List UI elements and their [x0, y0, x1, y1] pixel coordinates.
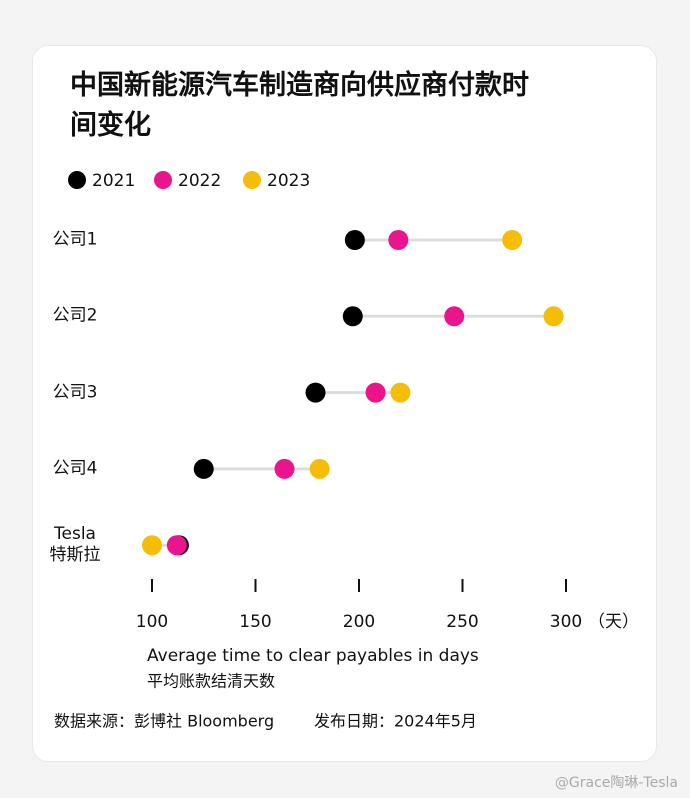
- dot: [142, 535, 162, 556]
- legend-label: 2021: [92, 171, 135, 191]
- date: 发布日期：2024年5月: [314, 712, 477, 731]
- x-tick-label: 300: [550, 612, 582, 632]
- dot: [444, 306, 465, 327]
- chart-title: 中国新能源汽车制造商向供应商付款时间变化: [70, 70, 529, 141]
- category-label: 公司1: [52, 229, 98, 250]
- dot: [365, 382, 386, 403]
- legend-marker: [243, 171, 261, 189]
- dot: [342, 306, 363, 327]
- legend-marker: [154, 171, 172, 189]
- legend-label: 2023: [267, 171, 310, 191]
- x-axis-label: Average time to clear payables in days: [147, 646, 479, 666]
- category-label: 公司2: [52, 305, 98, 326]
- x-tick-label: 150: [239, 612, 271, 632]
- category-label: 公司4: [52, 458, 98, 479]
- dot: [390, 382, 411, 403]
- legend-label: 2022: [178, 171, 221, 191]
- dot: [344, 230, 365, 250]
- category-label: Tesla 特斯拉: [49, 524, 101, 566]
- x-tick-label: 250: [446, 612, 478, 632]
- source: 数据来源：彭博社 Bloomberg: [54, 712, 274, 731]
- card: [32, 45, 657, 762]
- dot: [166, 535, 187, 556]
- category-label: 公司3: [52, 382, 98, 403]
- dot: [274, 458, 295, 479]
- x-axis-label-cn: 平均账款结清天数: [147, 672, 275, 691]
- dot: [388, 230, 409, 250]
- dot: [305, 382, 326, 403]
- dot: [502, 230, 523, 250]
- dot: [193, 458, 214, 479]
- legend-marker: [68, 171, 86, 189]
- x-unit-label: （天）: [588, 612, 639, 632]
- dot: [543, 306, 564, 327]
- watermark: @Grace陶琳-Tesla: [555, 775, 678, 791]
- dot: [309, 458, 330, 479]
- x-tick-label: 200: [343, 612, 375, 632]
- x-tick-label: 100: [136, 612, 168, 632]
